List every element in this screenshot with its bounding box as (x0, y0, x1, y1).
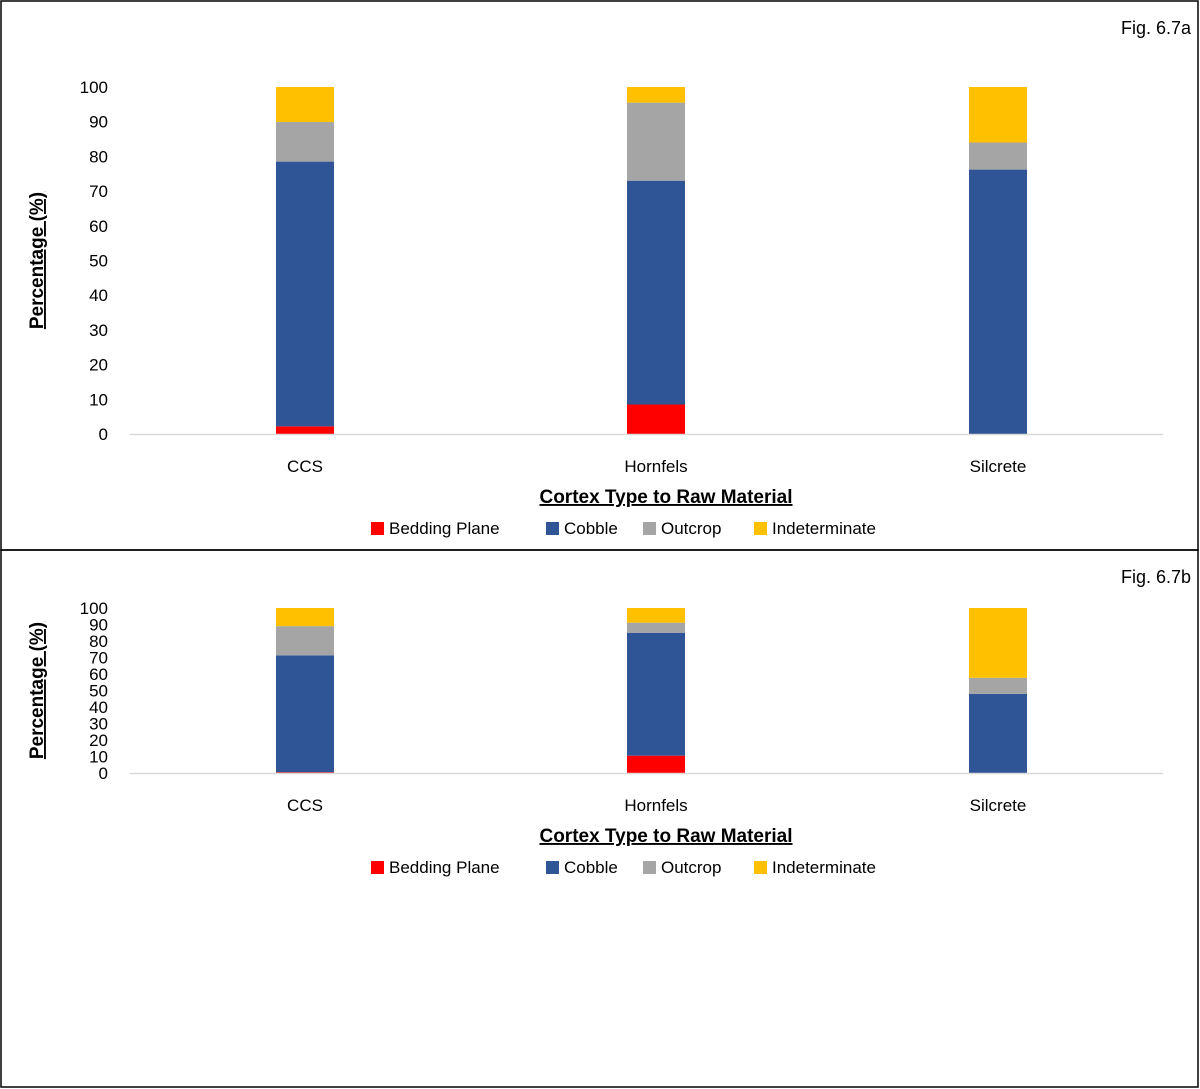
x-axis-title-b: Cortex Type to Raw Material (539, 826, 792, 847)
y-tick-label-b: 40 (89, 698, 108, 717)
x-tick-label-a: Hornfels (624, 457, 687, 476)
x-tick-label-b: Hornfels (624, 796, 687, 815)
legend-label-b-cobble: Cobble (564, 858, 618, 877)
legend-label-b-indeterminate: Indeterminate (772, 858, 876, 877)
x-tick-label-a: CCS (287, 457, 323, 476)
legend-swatch-a-bedding-plane (371, 522, 384, 535)
y-tick-label-a: 90 (89, 113, 108, 132)
y-axis-title-b: Percentage (%) (27, 622, 48, 759)
bar-segment-a-ccs-cobble (276, 161, 334, 427)
x-axis-title-a: Cortex Type to Raw Material (539, 487, 792, 508)
legend-label-a-bedding-plane: Bedding Plane (389, 519, 500, 538)
fig-label-a: Fig. 6.7a (1121, 18, 1192, 38)
y-tick-label-a: 100 (80, 78, 108, 97)
legend-label-b-outcrop: Outcrop (661, 858, 721, 877)
y-tick-label-a: 50 (89, 252, 108, 271)
legend-swatch-b-cobble (546, 861, 559, 874)
bar-segment-b-ccs-indeterminate (276, 608, 334, 627)
panel-b-border (0, 549, 1199, 1088)
bar-segment-b-ccs-cobble (276, 655, 334, 773)
y-tick-label-b: 70 (89, 649, 108, 668)
bar-segment-b-silcrete-indeterminate (969, 608, 1027, 678)
y-tick-label-b: 0 (99, 764, 108, 783)
bar-segment-a-ccs-outcrop (276, 122, 334, 162)
y-tick-label-b: 30 (89, 715, 108, 734)
bar-segment-b-hornfels-indeterminate (627, 608, 685, 623)
legend-swatch-a-indeterminate (754, 522, 767, 535)
bar-segment-a-hornfels-bedding-plane (627, 404, 685, 434)
y-tick-label-a: 10 (89, 390, 108, 409)
bar-segment-b-hornfels-bedding-plane (627, 755, 685, 773)
y-tick-label-a: 30 (89, 321, 108, 340)
bar-segment-a-hornfels-indeterminate (627, 87, 685, 103)
legend-label-a-cobble: Cobble (564, 519, 618, 538)
y-tick-label-b: 60 (89, 665, 108, 684)
bar-segment-a-hornfels-cobble (627, 180, 685, 405)
bar-segment-a-ccs-indeterminate (276, 87, 334, 123)
bar-segment-b-silcrete-outcrop (969, 677, 1027, 694)
y-axis-title-a: Percentage (%) (27, 192, 48, 329)
bar-segment-b-ccs-outcrop (276, 626, 334, 656)
legend-swatch-b-outcrop (643, 861, 656, 874)
y-tick-label-a: 0 (99, 425, 108, 444)
y-tick-label-b: 50 (89, 682, 108, 701)
y-tick-label-a: 60 (89, 217, 108, 236)
y-tick-label-a: 40 (89, 286, 108, 305)
x-tick-label-b: Silcrete (970, 796, 1027, 815)
y-tick-label-b: 80 (89, 632, 108, 651)
legend-swatch-b-indeterminate (754, 861, 767, 874)
y-tick-label-b: 20 (89, 731, 108, 750)
bar-segment-a-hornfels-outcrop (627, 102, 685, 181)
bar-segment-a-silcrete-cobble (969, 169, 1027, 434)
legend-swatch-a-cobble (546, 522, 559, 535)
bar-segment-a-ccs-bedding-plane (276, 426, 334, 434)
x-tick-label-b: CCS (287, 796, 323, 815)
bar-segment-b-silcrete-cobble (969, 693, 1027, 773)
bar-segment-b-hornfels-outcrop (627, 622, 685, 633)
y-tick-label-a: 80 (89, 147, 108, 166)
y-tick-label-b: 10 (89, 748, 108, 767)
bar-segment-a-silcrete-indeterminate (969, 87, 1027, 143)
bar-segment-a-silcrete-outcrop (969, 142, 1027, 170)
legend-swatch-a-outcrop (643, 522, 656, 535)
y-tick-label-b: 100 (80, 599, 108, 618)
legend-swatch-b-bedding-plane (371, 861, 384, 874)
legend-label-a-indeterminate: Indeterminate (772, 519, 876, 538)
y-tick-label-a: 20 (89, 356, 108, 375)
x-tick-label-a: Silcrete (970, 457, 1027, 476)
bar-segment-b-hornfels-cobble (627, 632, 685, 756)
legend-label-b-bedding-plane: Bedding Plane (389, 858, 500, 877)
legend-label-a-outcrop: Outcrop (661, 519, 721, 538)
fig-label-b: Fig. 6.7b (1121, 567, 1191, 587)
bar-segment-b-ccs-bedding-plane (276, 772, 334, 773)
y-tick-label-a: 70 (89, 182, 108, 201)
y-tick-label-b: 90 (89, 616, 108, 635)
